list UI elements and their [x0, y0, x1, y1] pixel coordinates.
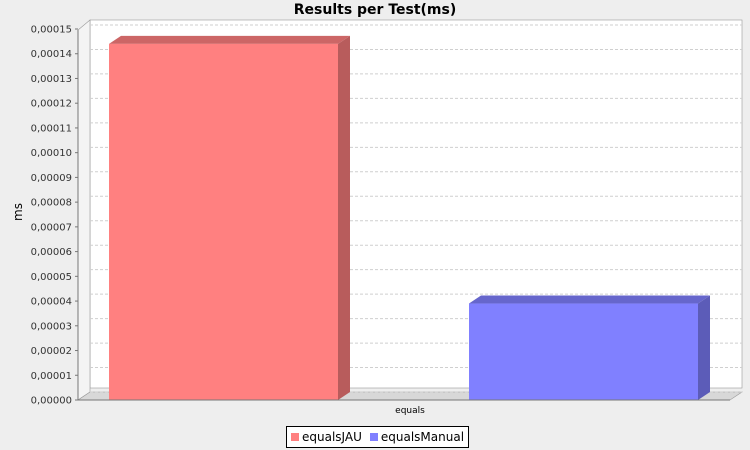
y-tick-label: 0,00012 [31, 99, 72, 110]
y-tick-label: 0,00007 [31, 222, 72, 233]
bar-side [698, 295, 710, 400]
chart-title: Results per Test(ms) [293, 2, 457, 18]
y-tick-label: 0,00013 [31, 74, 72, 85]
y-tick-label: 0,00014 [31, 49, 72, 60]
y-axis: 0,00000 0,00001 0,00002 0,00003 0,00004 0,000… [31, 25, 79, 407]
legend: equalsJAU equalsManual [286, 426, 470, 448]
y-tick-label: 0,00000 [31, 396, 72, 407]
bar-equalsJAU [109, 35, 350, 401]
legend-item: equalsJAU [291, 430, 362, 444]
y-tick-label: 0,00005 [31, 272, 72, 283]
y-tick-label: 0,00015 [31, 25, 72, 36]
y-tick-label: 0,00010 [31, 148, 72, 159]
bar-equalsManual [469, 295, 710, 400]
y-tick-label: 0,00001 [31, 371, 72, 382]
bars [109, 35, 710, 401]
bar-front [109, 43, 338, 401]
legend-label: equalsManual [380, 430, 465, 444]
grid-lines [90, 24, 742, 393]
legend-item: equalsManual [369, 430, 465, 444]
x-axis: equals [78, 399, 730, 416]
y-tick-label: 0,00008 [31, 198, 72, 209]
y-tick-label: 0,00004 [31, 297, 72, 308]
plot-left-wall [77, 19, 91, 401]
y-tick-label: 0,00011 [31, 123, 72, 134]
bar-top [109, 35, 350, 44]
bar-top [469, 295, 710, 304]
legend-swatch [369, 433, 378, 441]
legend-label: equalsJAU [302, 430, 362, 444]
legend-swatch [291, 433, 299, 441]
bar-front [469, 303, 698, 400]
category-label: equals [395, 406, 425, 416]
y-tick-label: 0,00006 [31, 247, 72, 258]
bar-side [338, 35, 350, 401]
y-tick-label: 0,00002 [31, 346, 72, 357]
y-tick-label: 0,00003 [31, 321, 72, 332]
y-tick-label: 0,00009 [31, 173, 72, 184]
y-axis-label: ms [11, 203, 25, 221]
